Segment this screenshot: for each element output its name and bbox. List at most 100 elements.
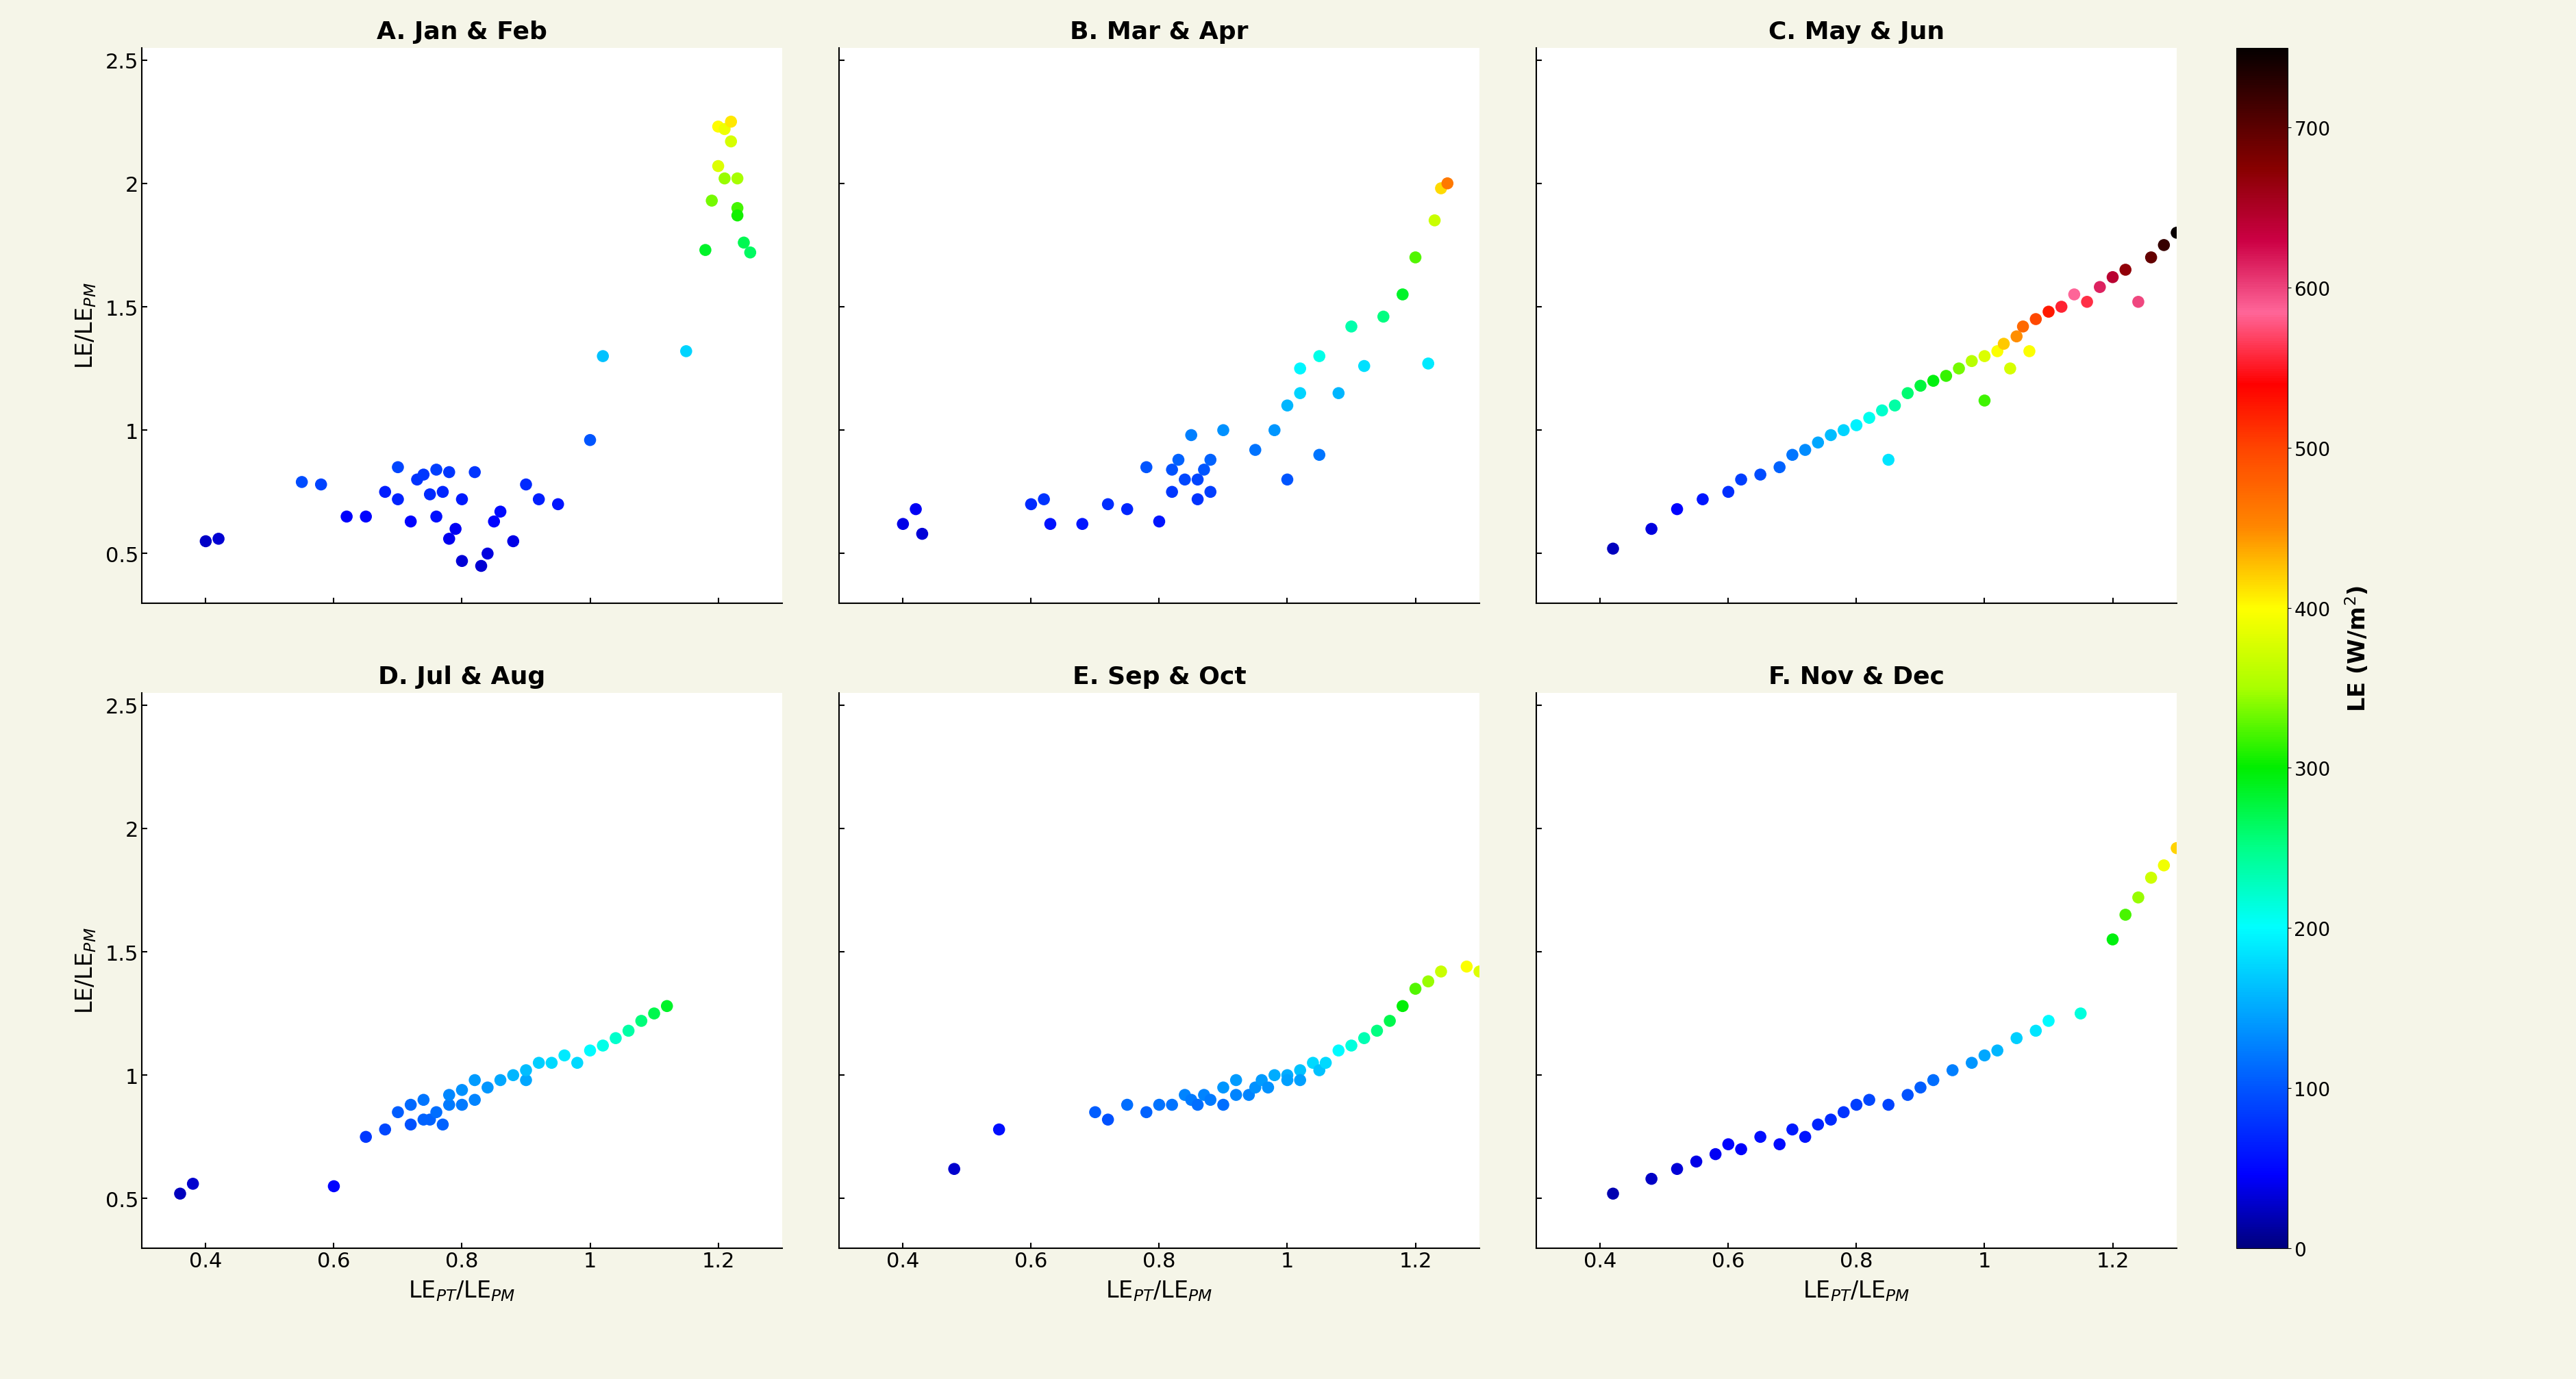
Point	[1108, 499, 1149, 521]
Point	[538, 494, 580, 516]
Point	[1293, 1052, 1334, 1074]
Point	[1419, 178, 1461, 200]
Point	[1631, 1168, 1672, 1190]
Point	[1170, 1089, 1211, 1111]
Point	[1811, 425, 1852, 447]
Point	[2079, 277, 2120, 299]
Point	[1203, 419, 1244, 441]
Point	[1850, 407, 1891, 429]
Point	[389, 1114, 430, 1136]
Point	[1837, 415, 1878, 437]
Point	[1280, 382, 1321, 404]
Point	[2009, 341, 2050, 363]
Point	[1963, 346, 2004, 368]
Point	[1976, 341, 2017, 363]
Point	[1126, 1102, 1167, 1124]
Point	[1824, 1102, 1865, 1124]
Point	[1984, 334, 2025, 356]
Point	[896, 499, 938, 521]
Point	[1445, 956, 1486, 978]
Point	[1950, 350, 1991, 372]
Point	[724, 232, 765, 254]
Point	[1682, 488, 1723, 510]
Point	[2040, 296, 2081, 319]
Point	[428, 1094, 469, 1116]
Point	[1837, 1094, 1878, 1116]
Point	[345, 1125, 386, 1147]
Point	[1182, 1084, 1224, 1106]
Point	[492, 531, 533, 553]
Point	[198, 528, 240, 550]
Point	[1739, 463, 1780, 485]
Point	[1811, 1109, 1852, 1131]
Point	[2105, 259, 2146, 281]
Point	[1242, 1069, 1283, 1091]
Point	[1963, 390, 2004, 412]
Point	[1203, 1094, 1244, 1116]
Point	[716, 168, 757, 190]
Point	[1087, 494, 1128, 516]
Point	[1216, 1084, 1257, 1106]
Point	[698, 116, 739, 138]
Point	[1298, 444, 1340, 466]
Point	[1875, 394, 1917, 416]
Point	[1394, 978, 1435, 1000]
Point	[492, 1065, 533, 1087]
Point	[435, 519, 477, 541]
Point	[389, 510, 430, 532]
Point	[2156, 837, 2197, 859]
X-axis label: LE$_{PT}$/LE$_{PM}$: LE$_{PT}$/LE$_{PM}$	[1803, 1278, 1909, 1303]
Point	[376, 488, 417, 510]
Point	[1381, 284, 1422, 306]
Point	[1924, 365, 1965, 387]
Point	[1996, 1027, 2038, 1049]
Point	[729, 241, 770, 263]
Point	[415, 459, 456, 481]
Point	[1267, 394, 1309, 416]
Point	[1358, 1020, 1399, 1043]
Point	[1030, 513, 1072, 535]
Point	[1298, 346, 1340, 368]
Point	[173, 1172, 214, 1194]
Point	[1319, 1040, 1360, 1062]
Point	[1862, 400, 1904, 422]
Point	[185, 531, 227, 553]
Point	[301, 474, 343, 496]
Point	[1772, 1118, 1814, 1140]
Point	[2117, 291, 2159, 313]
Point	[569, 429, 611, 451]
Point	[479, 501, 520, 523]
Point	[2169, 822, 2210, 844]
Point	[440, 550, 482, 572]
Point	[1739, 1125, 1780, 1147]
Point	[402, 463, 443, 485]
Point	[1695, 1143, 1736, 1165]
Point	[1772, 444, 1814, 466]
Point	[1932, 1059, 1973, 1081]
Point	[1255, 1065, 1296, 1087]
Point	[1157, 450, 1198, 472]
Point	[884, 513, 925, 535]
Y-axis label: LE/LE$_{PM}$: LE/LE$_{PM}$	[75, 283, 98, 370]
Point	[1247, 1077, 1288, 1099]
Point	[1216, 1069, 1257, 1091]
Point	[2092, 266, 2133, 288]
Point	[1631, 519, 1672, 541]
Point	[1427, 172, 1468, 194]
Point	[1656, 1158, 1698, 1180]
Point	[1061, 513, 1103, 535]
Point	[1234, 440, 1275, 462]
Point	[505, 474, 546, 496]
Point	[397, 469, 438, 491]
Point	[518, 488, 559, 510]
Point	[2156, 222, 2197, 244]
Point	[1868, 1094, 1909, 1116]
Point	[2053, 284, 2094, 306]
Point	[1229, 1084, 1270, 1106]
Point	[505, 1069, 546, 1091]
Point	[556, 1052, 598, 1074]
Point	[2014, 309, 2056, 331]
Point	[582, 1034, 623, 1056]
Point	[376, 456, 417, 479]
Point	[363, 1118, 404, 1140]
